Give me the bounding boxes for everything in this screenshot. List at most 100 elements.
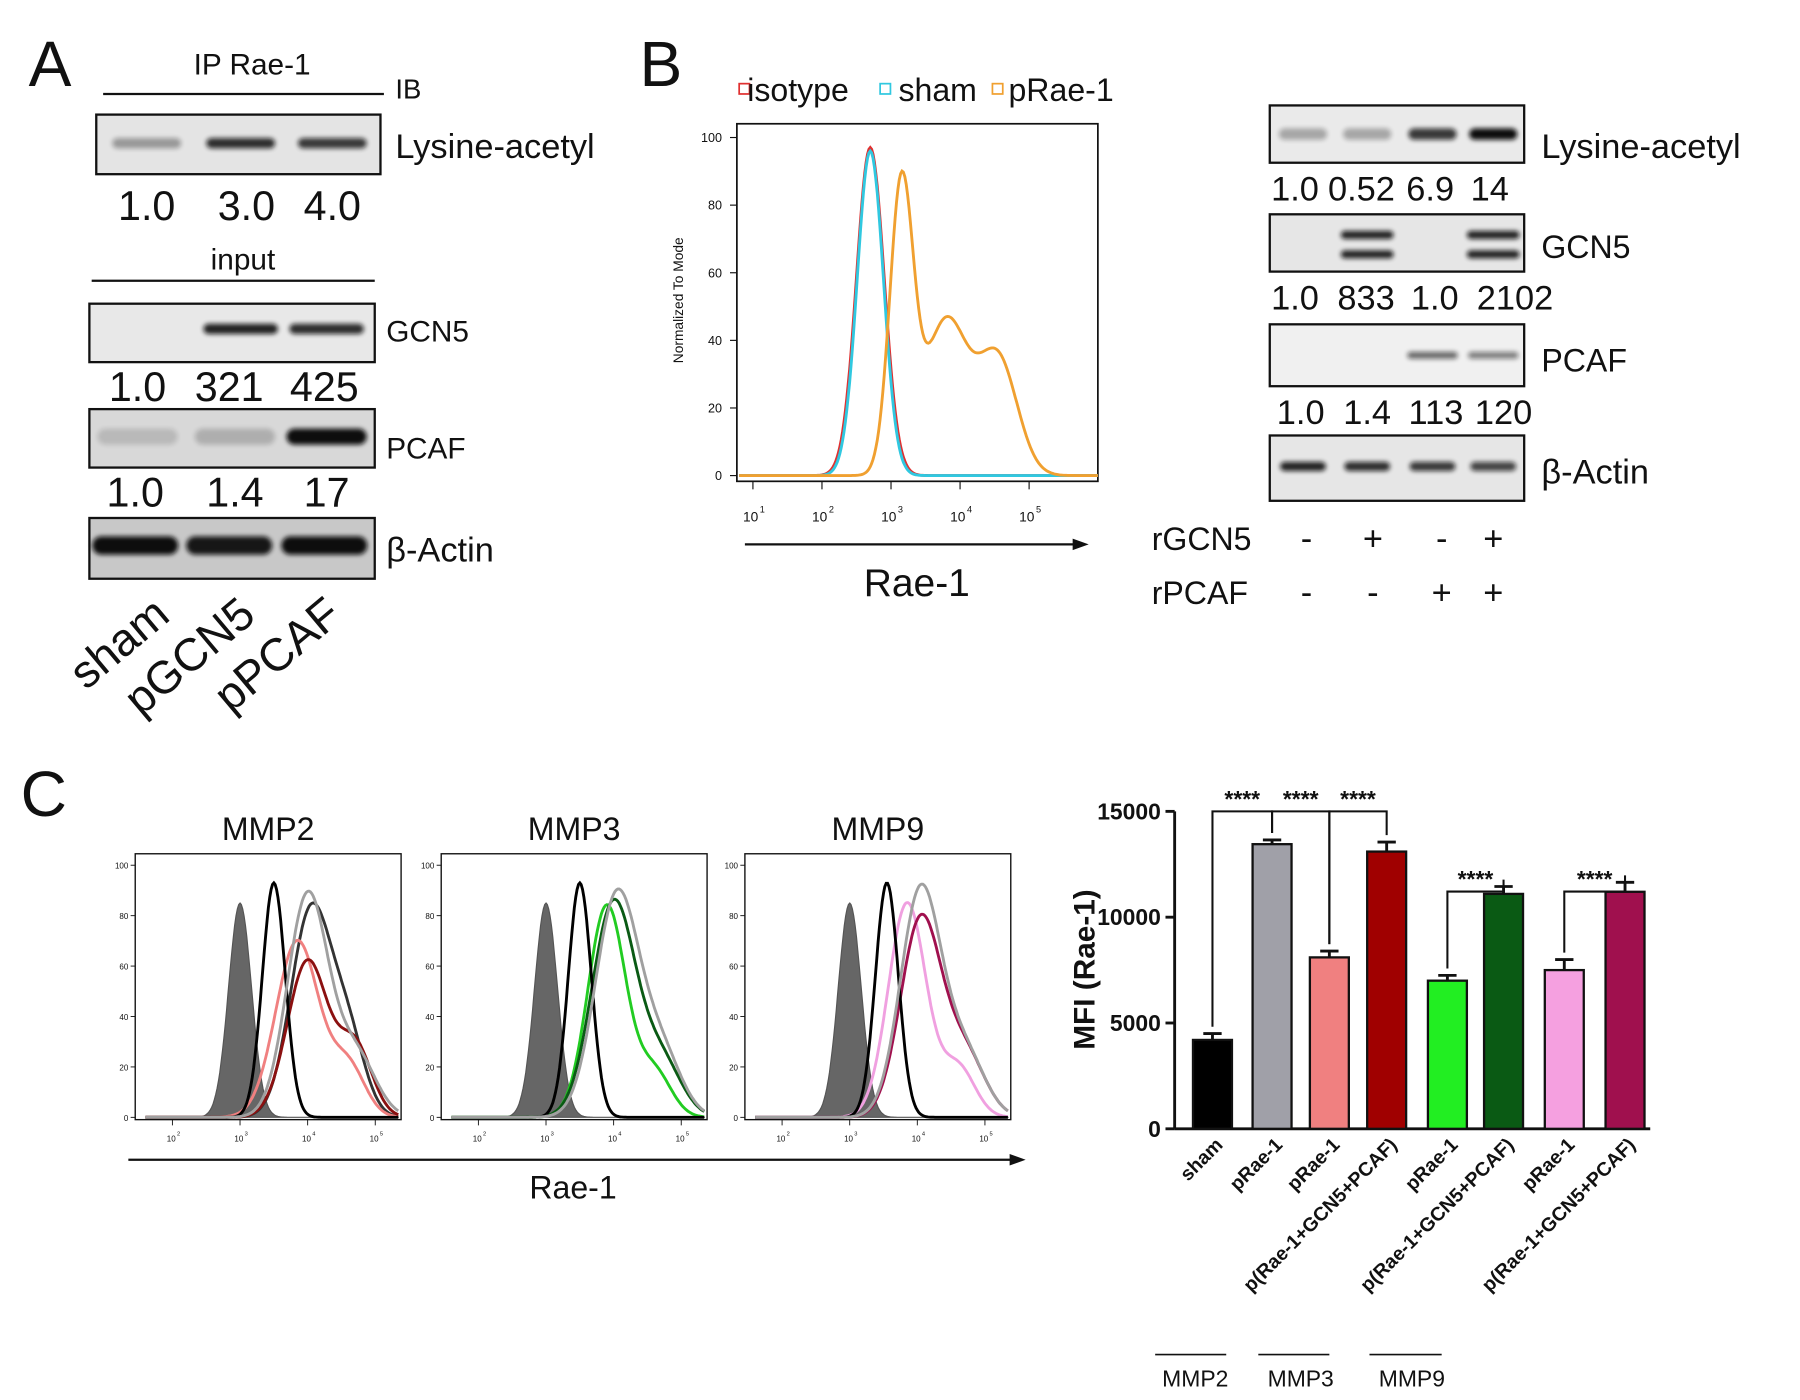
error-bar: [1262, 838, 1282, 845]
x-tick-base: 10: [540, 1134, 549, 1143]
arrow-head: [1072, 538, 1089, 551]
histogram-curve: [451, 903, 705, 1119]
y-tick-label: 60: [729, 963, 738, 972]
axis-title: MFI (Rae-1): [1068, 889, 1101, 1049]
y-tick-label: 60: [425, 963, 434, 972]
panel-label: B: [639, 28, 682, 100]
legend-swatch: [879, 82, 892, 95]
x-tick-exponent: 4: [922, 1132, 926, 1138]
blot-label: Lysine-acetyl: [395, 128, 594, 166]
x-tick-exponent: 5: [686, 1132, 689, 1138]
x-tick-base: 10: [979, 1134, 988, 1143]
blot-band: [112, 138, 182, 149]
label: IB: [395, 74, 421, 105]
x-tick-exponent: 5: [1036, 504, 1041, 514]
panel-label: A: [29, 28, 72, 100]
y-tick-label: 0: [430, 1114, 435, 1123]
significance-label: ****: [1340, 786, 1376, 812]
axis-title: Normalized To Mode: [671, 237, 686, 363]
x-tick-exponent: 1: [760, 504, 765, 514]
treatment-sign: +: [1432, 574, 1452, 612]
blot-band: [203, 323, 278, 335]
x-tick-base: 10: [812, 509, 828, 524]
histogram-curve: [739, 168, 1098, 478]
significance-label: ****: [1283, 786, 1319, 812]
blot-band: [92, 536, 179, 555]
x-tick-label: sham: [1176, 1134, 1228, 1186]
x-tick-exponent: 3: [245, 1132, 248, 1138]
group-label: MMP2: [1162, 1366, 1228, 1392]
y-tick-label: 40: [119, 1013, 128, 1022]
y-tick-label: 80: [729, 912, 738, 921]
quantification: 4.0: [304, 183, 361, 229]
x-tick-exponent: 5: [380, 1132, 383, 1138]
label: input: [211, 243, 276, 276]
y-tick-label: 40: [708, 334, 722, 348]
bar: [1604, 890, 1646, 1130]
histogram-curve: [145, 938, 399, 1119]
x-tick-exponent: 3: [854, 1132, 857, 1138]
treatment-sign: -: [1301, 574, 1312, 612]
blot-band: [194, 428, 276, 445]
significance-bracket: [1446, 879, 1505, 969]
group-label: MMP9: [1379, 1366, 1445, 1392]
x-tick-label: pRae-1: [1226, 1134, 1288, 1196]
y-tick-label: 100: [115, 862, 129, 871]
blot-label: β-Actin: [386, 532, 494, 570]
bar: [1482, 892, 1525, 1130]
error-bar: [1377, 840, 1396, 852]
blot-band: [1470, 461, 1517, 472]
blot-band: [1408, 128, 1457, 140]
axis-title: Rae-1: [529, 1170, 616, 1206]
arrow-head: [1009, 1154, 1026, 1166]
legend-swatch: [991, 82, 1004, 95]
quantification: 2102: [1477, 279, 1553, 317]
treatment-sign: -: [1367, 574, 1378, 612]
x-tick-exponent: 3: [898, 504, 903, 514]
quantification: 14: [1471, 171, 1509, 209]
histogram-curve: [451, 887, 706, 1119]
x-tick-base: 10: [370, 1134, 379, 1143]
blot-band: [1278, 128, 1328, 140]
blot-band: [297, 138, 367, 149]
error-bar: [1320, 949, 1339, 958]
histogram-curves: [739, 145, 1098, 478]
blot-band: [1468, 351, 1519, 359]
blot-label: β-Actin: [1541, 454, 1649, 492]
x-tick-label: pRae-1: [1518, 1134, 1580, 1196]
quantification: 1.0: [1271, 171, 1319, 209]
label: IP Rae-1: [194, 48, 311, 81]
quantification: 1.4: [206, 470, 263, 516]
x-tick-exponent: 4: [967, 504, 972, 514]
x-tick-base: 10: [776, 1134, 785, 1143]
x-tick-exponent: 4: [618, 1132, 622, 1138]
x-tick-exponent: 3: [551, 1132, 554, 1138]
bar: [1543, 968, 1585, 1130]
treatment-sign: -: [1436, 520, 1447, 558]
plot-frame: [134, 853, 402, 1121]
y-tick-label: 20: [119, 1063, 128, 1072]
panel-label: C: [21, 758, 67, 830]
bar: [1366, 850, 1408, 1130]
x-tick-base: 10: [167, 1134, 176, 1143]
blot-band: [1469, 128, 1518, 140]
y-tick-label: 0: [1148, 1116, 1161, 1142]
legend-swatch: [738, 82, 751, 95]
histogram-fill: [451, 902, 705, 1118]
blot-band: [186, 536, 273, 555]
quantification: 1.0: [118, 183, 175, 229]
y-tick-label: 20: [729, 1063, 738, 1072]
bar: [1426, 979, 1469, 1130]
histogram-title: MMP3: [528, 811, 621, 847]
blot-band: [1344, 461, 1391, 472]
y-tick-label: 15000: [1097, 798, 1161, 824]
y-tick-label: 40: [425, 1013, 434, 1022]
x-tick-base: 10: [912, 1134, 921, 1143]
y-tick-label: 80: [425, 912, 434, 921]
x-tick-base: 10: [1019, 509, 1035, 524]
x-tick-exponent: 2: [177, 1132, 180, 1138]
error-bar: [1555, 958, 1574, 971]
quantification: 120: [1475, 394, 1532, 432]
